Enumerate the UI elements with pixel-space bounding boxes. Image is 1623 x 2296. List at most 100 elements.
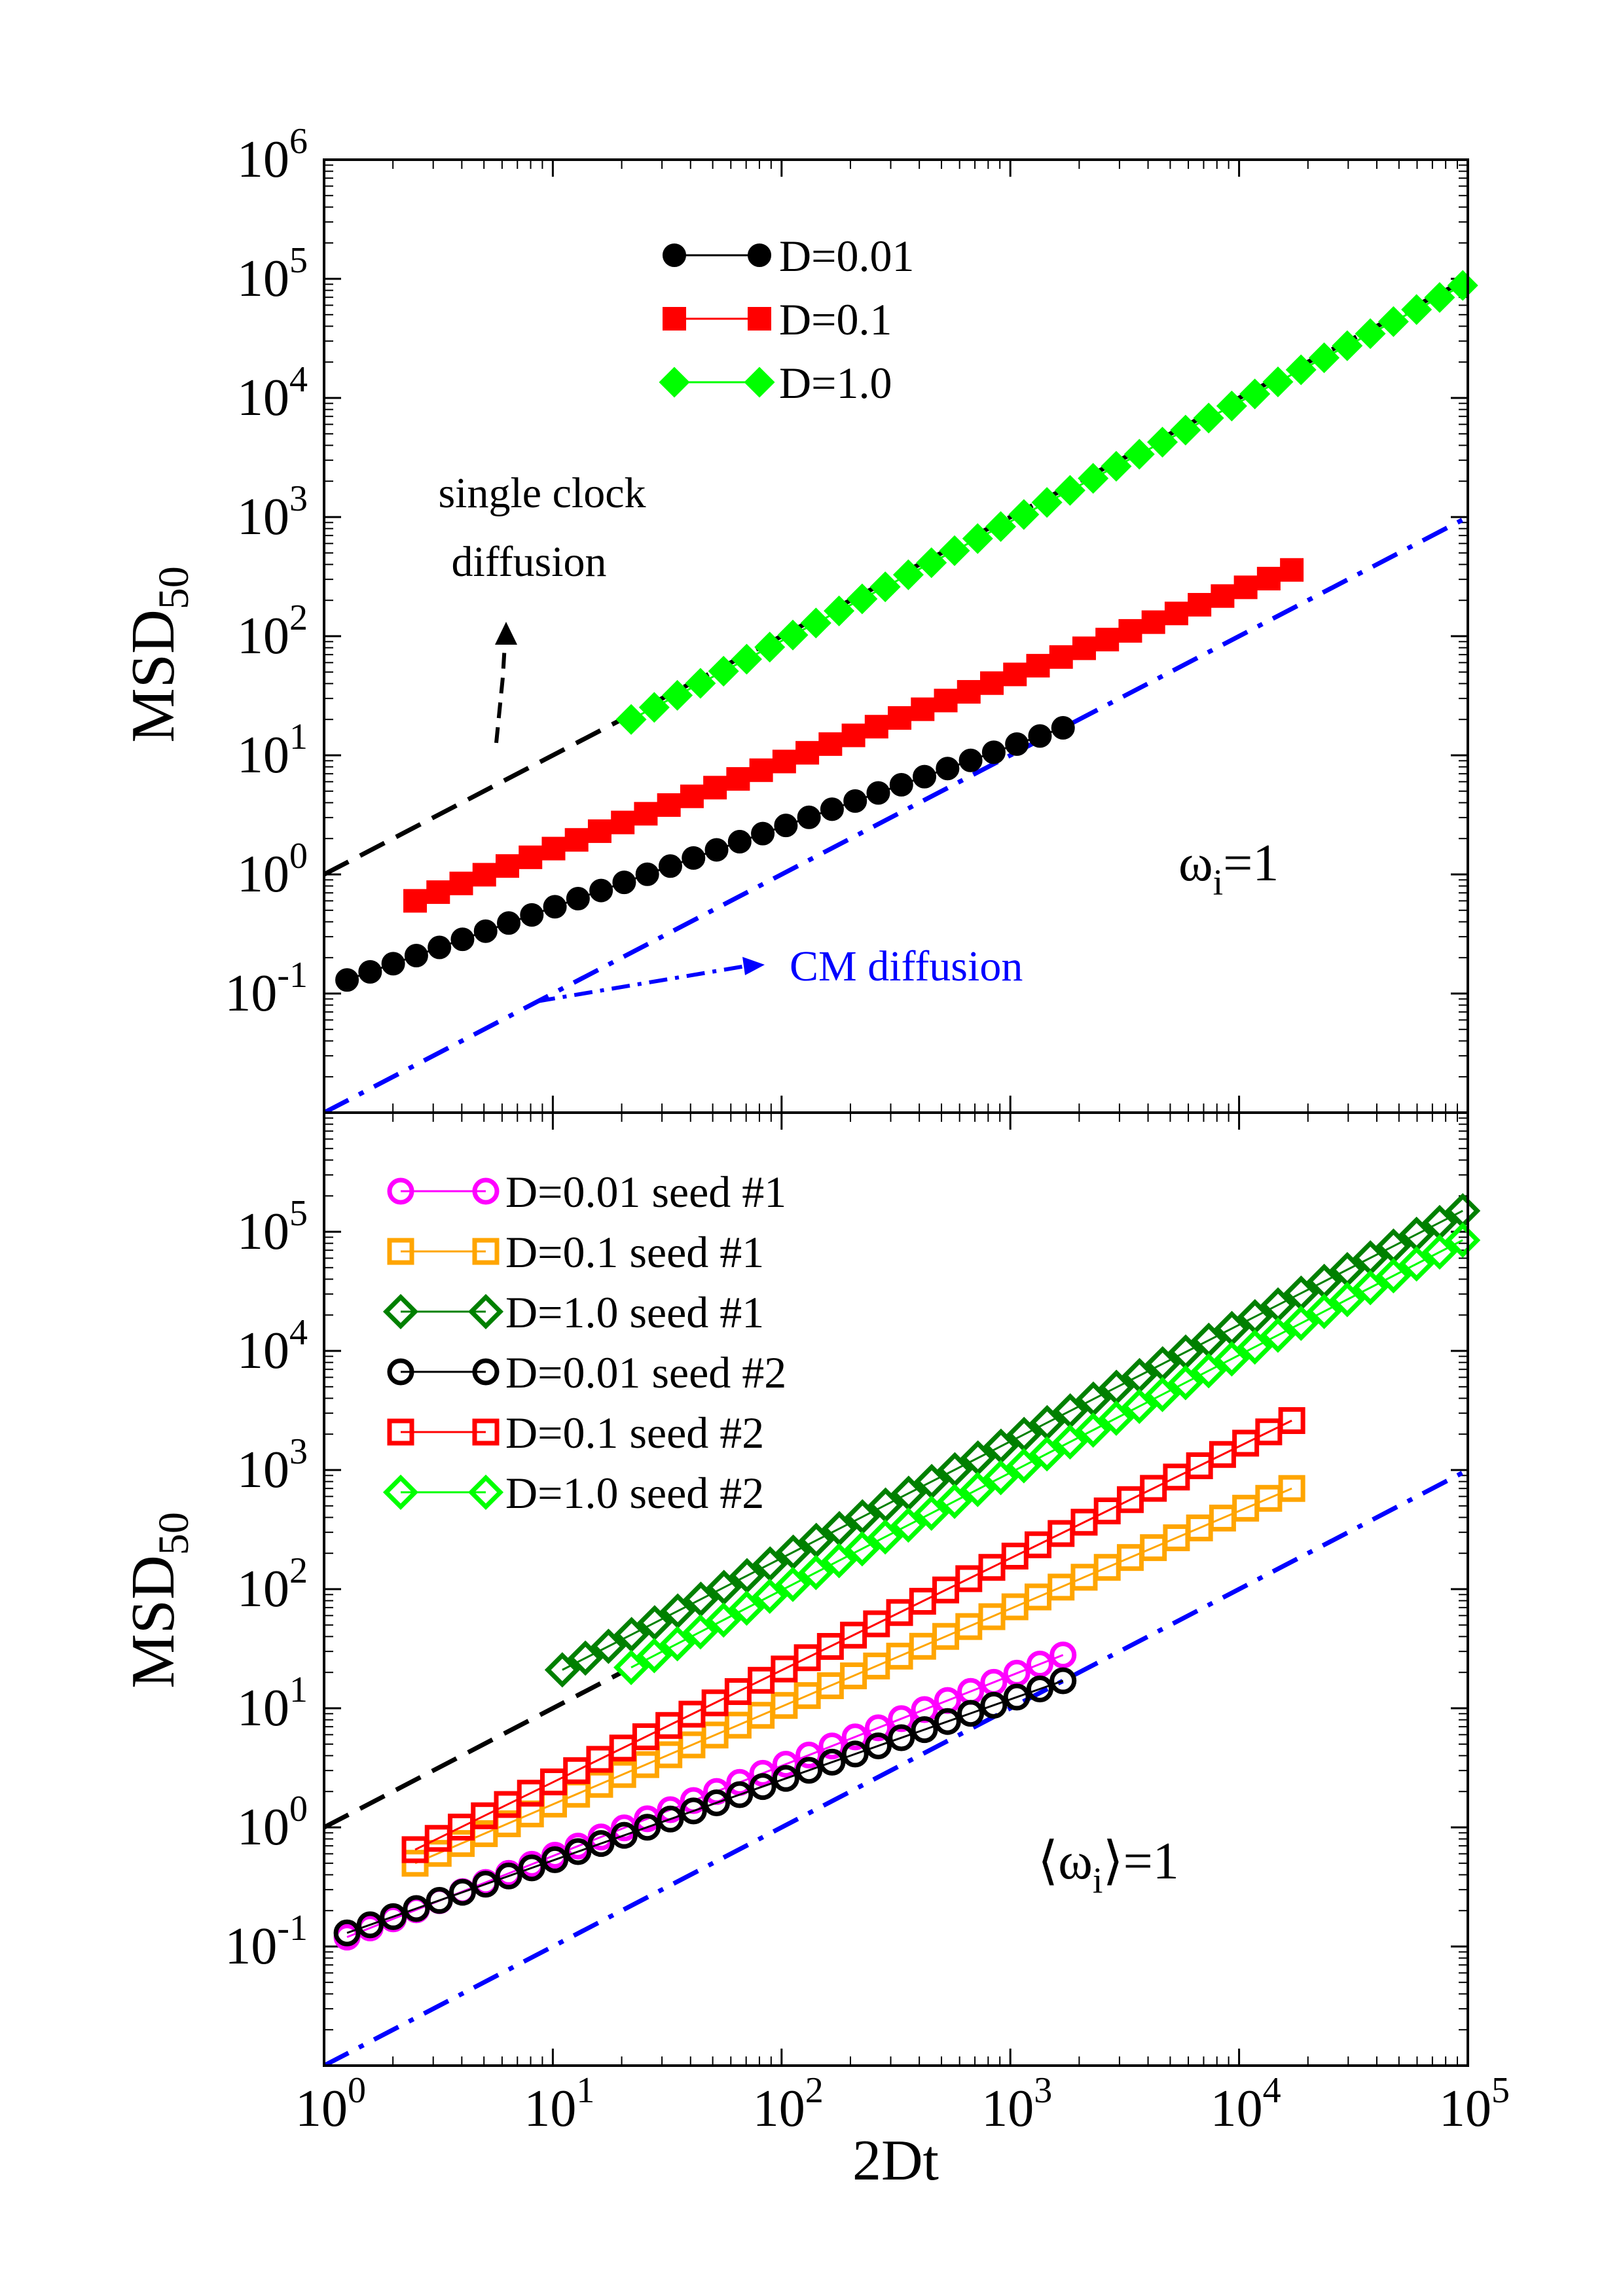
- data-point: [960, 1471, 996, 1507]
- data-point: [1122, 1388, 1158, 1424]
- data-point: [450, 927, 475, 952]
- data-point: [1029, 1436, 1065, 1472]
- data-point: [957, 1700, 985, 1727]
- legend-label: D=0.01 seed #1: [505, 1167, 786, 1217]
- data-point: [818, 1732, 846, 1760]
- data-point: [662, 679, 693, 711]
- y-tick-label-base: 10: [237, 1203, 289, 1261]
- top-y-axis-label-sub: 50: [150, 566, 198, 609]
- data-point: [1278, 1407, 1305, 1434]
- data-point: [472, 1238, 500, 1265]
- data-point: [543, 895, 567, 919]
- legend-label: D=0.1 seed #2: [505, 1408, 764, 1458]
- y-tick-label: 102: [237, 598, 308, 665]
- series-d-0-1: [403, 558, 1304, 913]
- data-point: [1005, 732, 1029, 756]
- data-point: [748, 243, 771, 267]
- data-point: [611, 810, 635, 834]
- data-point: [335, 968, 359, 992]
- data-point: [1424, 282, 1455, 314]
- data-point: [864, 1714, 892, 1742]
- y-tick-label-exp: 0: [289, 836, 308, 876]
- data-point: [1447, 270, 1478, 301]
- data-point: [541, 836, 566, 861]
- data-point: [682, 1614, 718, 1650]
- y-tick-label-exp: 4: [289, 359, 308, 400]
- data-point: [1376, 1258, 1412, 1294]
- legend-label: D=0.1: [779, 295, 892, 344]
- data-point: [703, 1789, 731, 1816]
- data-point: [541, 1846, 569, 1873]
- data-point: [729, 1590, 765, 1626]
- data-point: [1256, 567, 1281, 591]
- y-tick-label-base: 10: [237, 250, 289, 308]
- top-series-group: [335, 270, 1478, 992]
- y-tick-label-base: 10: [225, 965, 277, 1022]
- data-point: [726, 1781, 754, 1808]
- x-tick-label-exp: 2: [805, 2070, 824, 2111]
- data-point: [754, 632, 786, 663]
- y-tick-label: 100: [237, 836, 308, 903]
- bottom-omega-sub: i: [1093, 1861, 1103, 1901]
- data-point: [685, 668, 716, 699]
- x-tick-label-exp: 1: [576, 2070, 594, 2111]
- legend-entry: D=0.01 seed #2: [387, 1348, 786, 1397]
- series-line: [414, 1420, 1292, 1851]
- y-tick-label-base: 10: [237, 1679, 289, 1737]
- data-point: [798, 1522, 834, 1558]
- y-tick-label-exp: 2: [289, 1551, 308, 1591]
- y-tick-label-base: 10: [237, 726, 289, 784]
- data-point: [387, 1358, 414, 1386]
- y-tick-label: 100: [237, 1789, 308, 1856]
- top-y-axis-label-main: MSD: [119, 609, 187, 743]
- data-point: [404, 943, 428, 967]
- data-point: [358, 960, 382, 984]
- data-point: [1353, 1270, 1389, 1306]
- data-point: [866, 781, 890, 805]
- data-point: [706, 1602, 742, 1638]
- data-point: [798, 1554, 834, 1590]
- x-tick-label: 104: [1211, 2070, 1281, 2138]
- legend-entry: D=0.1 seed #2: [387, 1408, 764, 1458]
- data-point: [1355, 318, 1386, 350]
- data-point: [659, 1626, 695, 1662]
- data-point: [777, 619, 809, 651]
- single-clock-annotation-line1: single clock: [438, 469, 646, 517]
- cm-diffusion-guide-line: [324, 514, 1468, 1113]
- data-point: [983, 1460, 1019, 1496]
- x-tick-label-exp: 4: [1263, 2070, 1281, 2111]
- data-point: [1049, 1667, 1077, 1695]
- data-point: [1239, 378, 1271, 410]
- data-point: [1332, 330, 1363, 361]
- y-tick-label-exp: 1: [289, 1670, 308, 1710]
- data-point: [472, 1358, 500, 1386]
- data-point: [749, 758, 773, 782]
- data-point: [1306, 1293, 1342, 1329]
- data-point: [1278, 1475, 1305, 1502]
- data-point: [841, 723, 866, 747]
- data-point: [772, 1765, 799, 1792]
- data-point: [936, 757, 960, 781]
- data-point: [472, 863, 496, 887]
- data-point: [706, 1570, 742, 1605]
- data-point: [981, 740, 1006, 764]
- data-point: [958, 748, 983, 772]
- data-point: [636, 1638, 672, 1674]
- data-point: [1026, 654, 1050, 678]
- bottom-legend: D=0.01 seed #1 D=0.1 seed #1 D=1.0 seed #1…: [382, 1167, 786, 1518]
- y-tick-label: 103: [237, 478, 308, 546]
- data-point: [1054, 475, 1085, 506]
- series-d-0-1-seed-2: [401, 1407, 1305, 1863]
- data-point: [847, 583, 878, 615]
- data-point: [821, 1543, 857, 1579]
- data-point: [774, 814, 798, 838]
- cm-diffusion-arrow-shaft: [536, 963, 750, 1003]
- data-point: [844, 1531, 880, 1567]
- data-point: [985, 511, 1017, 543]
- data-point: [428, 935, 452, 960]
- data-point: [657, 793, 681, 817]
- cm-diffusion-guide-line: [324, 1467, 1468, 2066]
- data-point: [962, 523, 993, 554]
